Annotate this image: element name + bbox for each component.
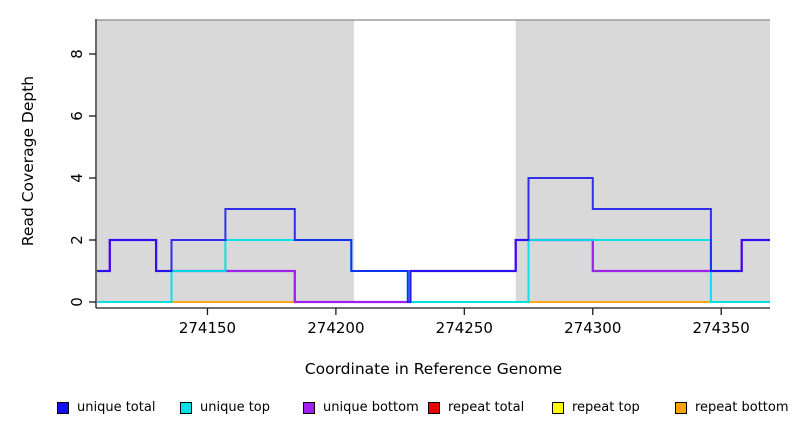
y-tick-label: 0 [68, 297, 86, 307]
x-axis-title: Coordinate in Reference Genome [304, 360, 563, 378]
x-tick-label: 274150 [178, 319, 237, 337]
x-tick-label: 274250 [435, 319, 493, 337]
y-tick-label: 8 [68, 49, 86, 59]
series-line-unique-total [97, 177, 770, 303]
y-tick-label: 4 [68, 173, 86, 183]
x-tick-label: 274200 [307, 319, 365, 337]
shaded-region [515, 20, 770, 302]
y-tick-label: 2 [68, 235, 86, 245]
y-tick-label: 6 [68, 111, 86, 121]
x-tick-label: 274300 [564, 319, 622, 337]
x-tick-label: 274350 [692, 319, 750, 337]
y-axis-title: Read Coverage Depth [19, 75, 37, 247]
